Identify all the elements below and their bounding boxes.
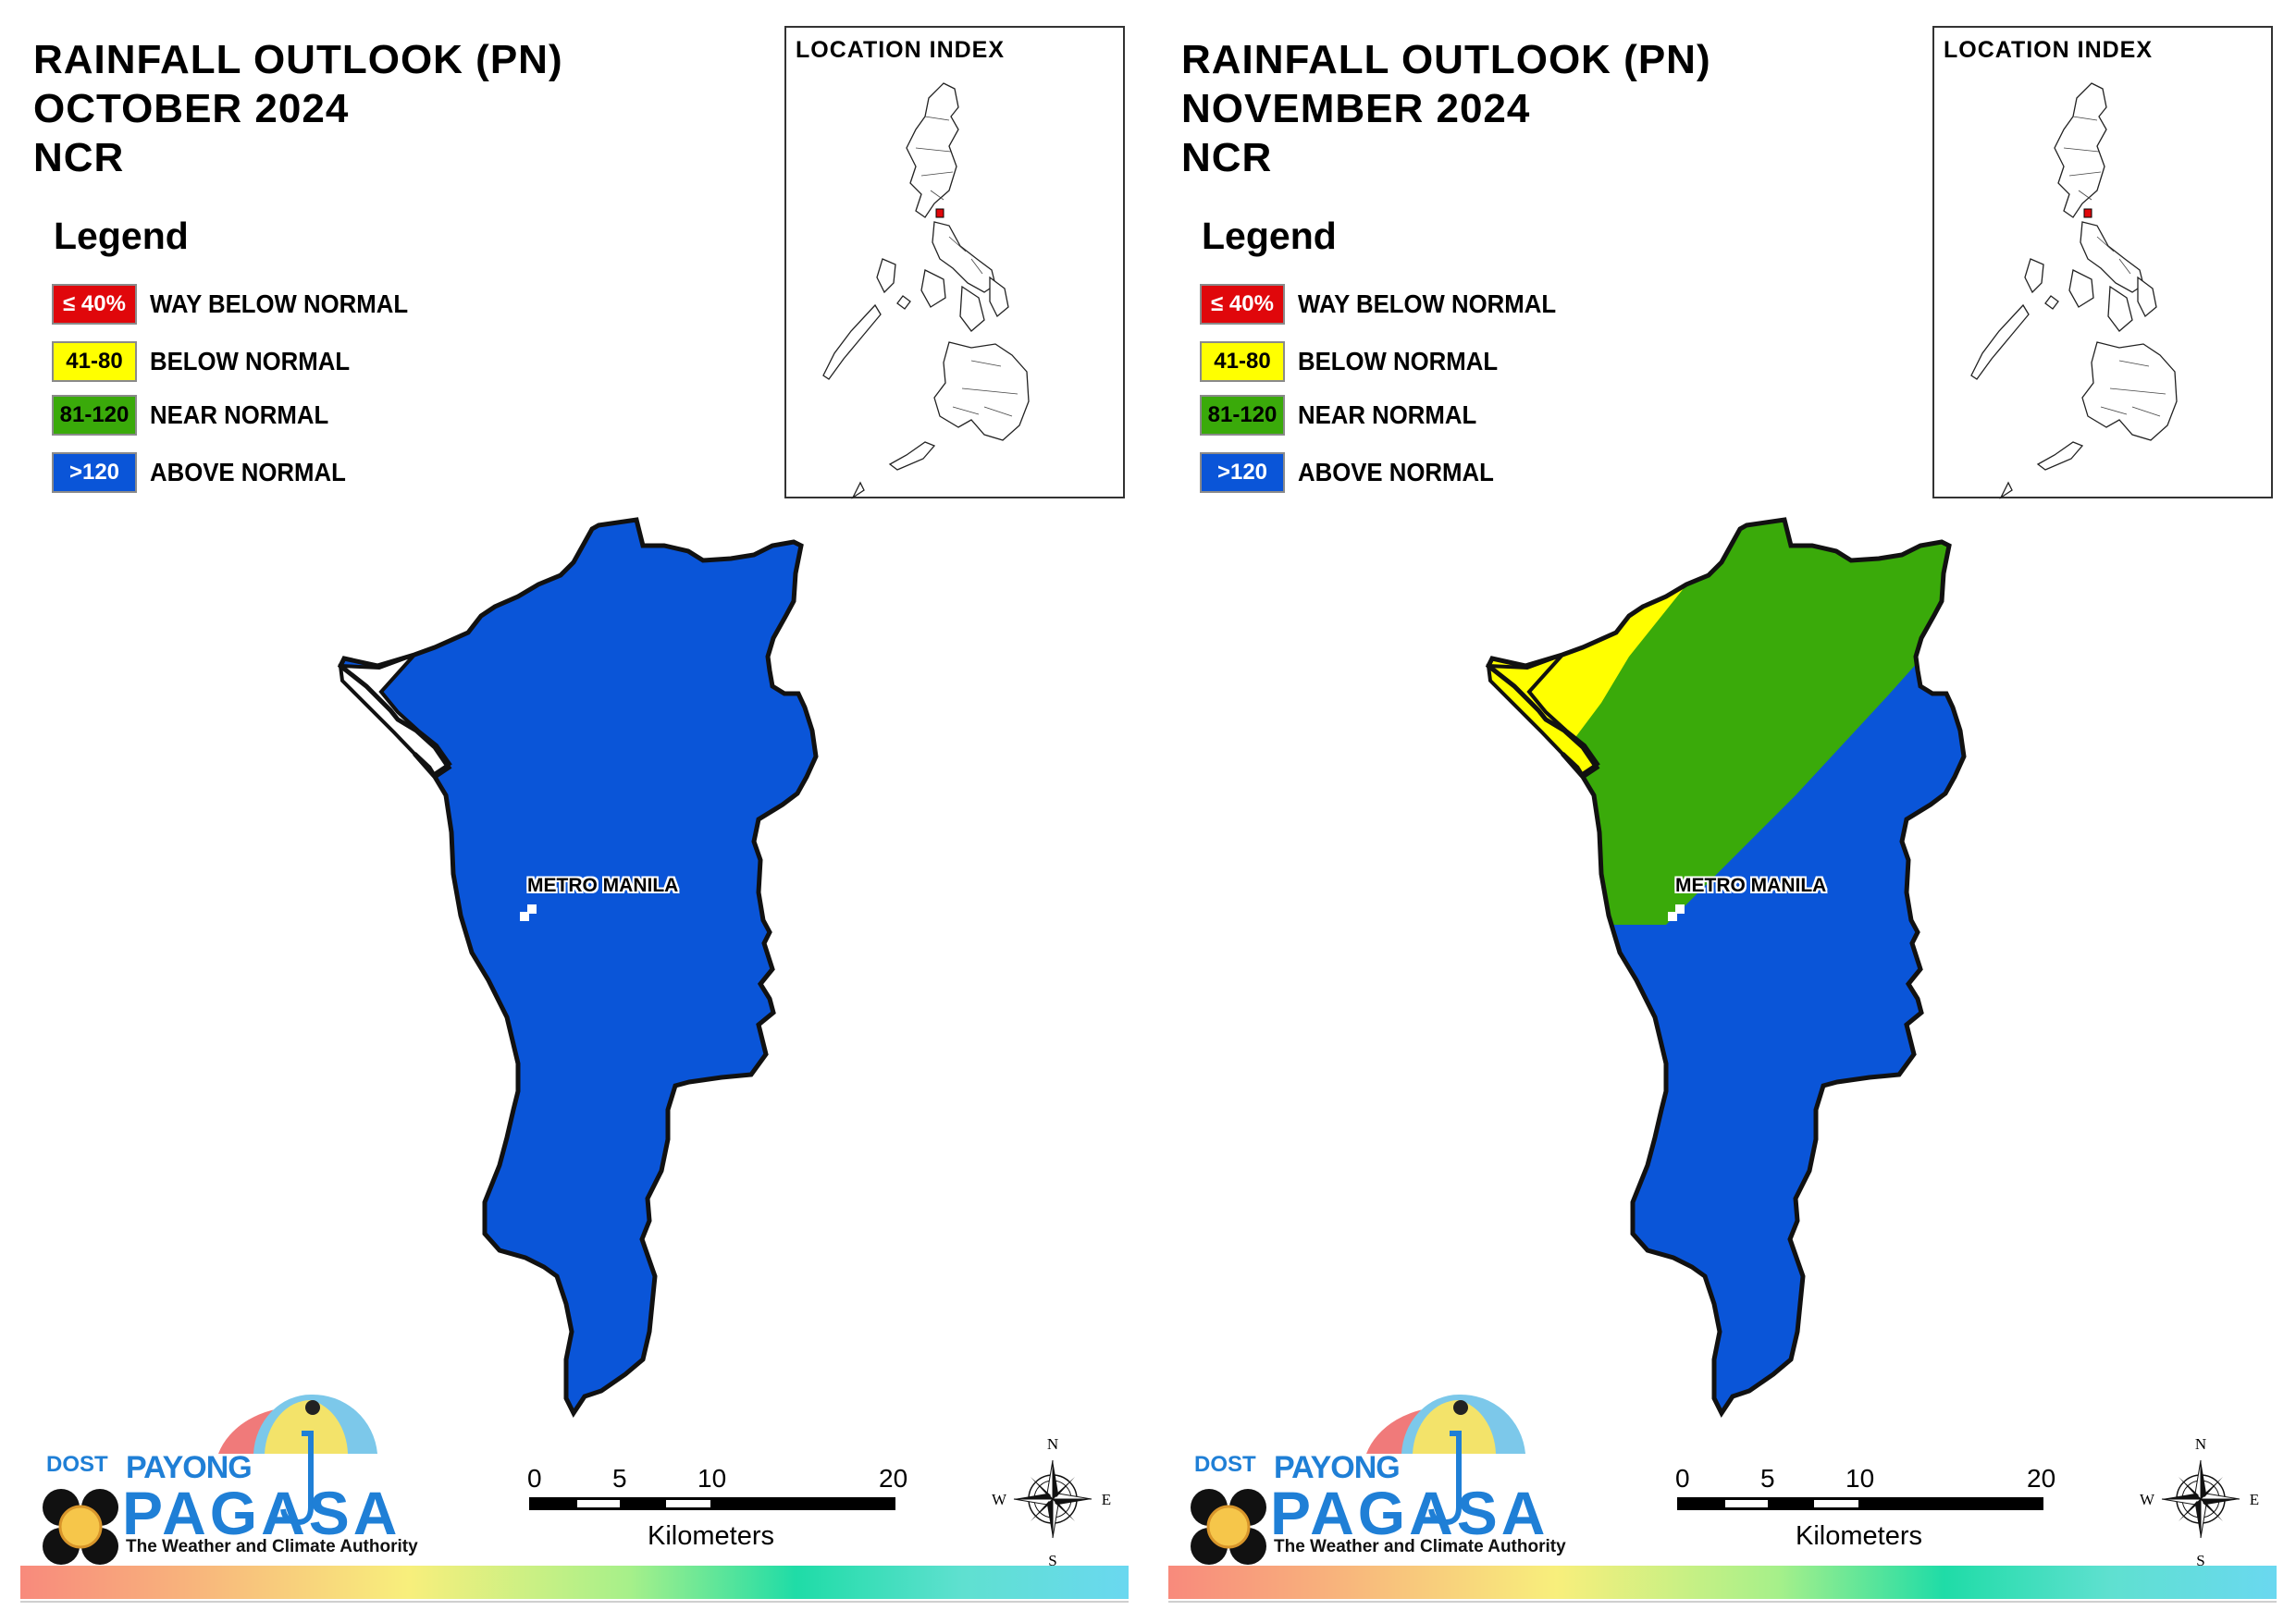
scale-tick-label: 20 (2027, 1464, 2056, 1493)
compass-n: N (2195, 1438, 2206, 1453)
compass-w: W (992, 1491, 1007, 1508)
location-index-title: LOCATION INDEX (796, 37, 1006, 63)
scale-tick-label: 10 (1845, 1464, 1875, 1493)
footer-gradient-bar (1168, 1566, 2277, 1599)
pagasa-logo: DOST PAYONG PAGASA The Weather and Clima… (1181, 1387, 1566, 1568)
compass-s: S (1048, 1552, 1056, 1568)
scale-tick-label: 5 (612, 1464, 627, 1493)
legend-swatch: 41-80 (1200, 341, 1285, 382)
scale-tick-label: 10 (697, 1464, 727, 1493)
legend-label: ABOVE NORMAL (1298, 458, 1494, 486)
title-line-2: OCTOBER 2024 (33, 86, 350, 131)
legend-swatch: 41-80 (52, 341, 137, 382)
location-index-title: LOCATION INDEX (1944, 37, 2154, 63)
title-line-1: RAINFALL OUTLOOK (PN) (33, 37, 563, 82)
outlook-panel-october: RAINFALL OUTLOOK (PN) OCTOBER 2024 NCR L… (0, 0, 1148, 1623)
legend-label: BELOW NORMAL (150, 347, 351, 375)
legend-swatch: 81-120 (52, 395, 137, 436)
ncr-location-marker (935, 208, 944, 218)
logo-pagasa: PAGASA (122, 1479, 401, 1547)
legend-item-way-below: ≤ 40% WAY BELOW NORMAL (52, 283, 430, 326)
compass-s: S (2196, 1552, 2204, 1568)
outlook-panel-november: RAINFALL OUTLOOK (PN) NOVEMBER 2024 NCR … (1148, 0, 2296, 1623)
scale-unit: Kilometers (648, 1521, 774, 1551)
legend-item-above: >120 ABOVE NORMAL (52, 451, 363, 494)
scale-unit: Kilometers (1796, 1521, 1922, 1551)
legend-label: NEAR NORMAL (1298, 400, 1477, 429)
logo-payong: PAYONG (126, 1450, 253, 1485)
philippines-index-map (1970, 82, 2178, 499)
scale-tick-label: 5 (1760, 1464, 1775, 1493)
logo-tagline: The Weather and Climate Authority (126, 1537, 418, 1556)
footer-gradient-bar (20, 1566, 1129, 1599)
logo-pagasa: PAGASA (1270, 1479, 1549, 1547)
pagasa-logo: DOST PAYONG PAGASA The Weather and Clima… (33, 1387, 418, 1568)
title-line-3: NCR (33, 135, 125, 180)
legend-label: NEAR NORMAL (150, 400, 329, 429)
legend-label: BELOW NORMAL (1298, 347, 1499, 375)
compass-icon: N S E W (992, 1438, 1111, 1568)
region-label-metro-manila: METRO MANILA (527, 875, 679, 896)
legend-title: Legend (1202, 215, 1337, 257)
region-label-metro-manila: METRO MANILA (1675, 875, 1827, 896)
legend-item-below: 41-80 BELOW NORMAL (1200, 340, 1515, 383)
compass-e: E (1102, 1491, 1111, 1508)
location-index: LOCATION INDEX (784, 26, 1125, 499)
legend-swatch: ≤ 40% (52, 284, 137, 325)
legend-title: Legend (54, 215, 189, 257)
legend-swatch: >120 (1200, 452, 1285, 493)
legend-swatch: >120 (52, 452, 137, 493)
ncr-rainfall-map (1148, 0, 2296, 1623)
compass-icon: N S E W (2140, 1438, 2259, 1568)
dost-seal-icon (58, 1505, 103, 1549)
ncr-location-marker (2083, 208, 2092, 218)
logo-tagline: The Weather and Climate Authority (1274, 1537, 1566, 1556)
above-normal-area (340, 520, 816, 1413)
logo-dost: DOST (46, 1452, 108, 1477)
legend-item-near: 81-120 NEAR NORMAL (1200, 394, 1492, 436)
legend-label: ABOVE NORMAL (150, 458, 346, 486)
legend-swatch: ≤ 40% (1200, 284, 1285, 325)
compass-w: W (2140, 1491, 2155, 1508)
ncr-rainfall-map (0, 0, 1148, 1623)
map-title: RAINFALL OUTLOOK (PN) NOVEMBER 2024 NCR (1181, 35, 1711, 182)
scale-tick-label: 0 (527, 1464, 542, 1493)
legend-item-near: 81-120 NEAR NORMAL (52, 394, 344, 436)
scale-tick-label: 0 (1675, 1464, 1690, 1493)
logo-dost: DOST (1194, 1452, 1256, 1477)
legend-item-above: >120 ABOVE NORMAL (1200, 451, 1511, 494)
logo-payong: PAYONG (1274, 1450, 1401, 1485)
philippines-index-map (822, 82, 1030, 499)
scale-tick-label: 20 (879, 1464, 908, 1493)
legend-item-way-below: ≤ 40% WAY BELOW NORMAL (1200, 283, 1578, 326)
compass-n: N (1047, 1438, 1058, 1453)
footer-line (1168, 1601, 2277, 1603)
title-line-2: NOVEMBER 2024 (1181, 86, 1531, 131)
title-line-1: RAINFALL OUTLOOK (PN) (1181, 37, 1711, 82)
footer-line (20, 1601, 1129, 1603)
map-title: RAINFALL OUTLOOK (PN) OCTOBER 2024 NCR (33, 35, 563, 182)
legend-label: WAY BELOW NORMAL (150, 289, 409, 318)
location-index: LOCATION INDEX (1932, 26, 2273, 499)
legend-item-below: 41-80 BELOW NORMAL (52, 340, 367, 383)
compass-e: E (2250, 1491, 2259, 1508)
dost-seal-icon (1206, 1505, 1251, 1549)
legend-swatch: 81-120 (1200, 395, 1285, 436)
title-line-3: NCR (1181, 135, 1273, 180)
legend-label: WAY BELOW NORMAL (1298, 289, 1557, 318)
